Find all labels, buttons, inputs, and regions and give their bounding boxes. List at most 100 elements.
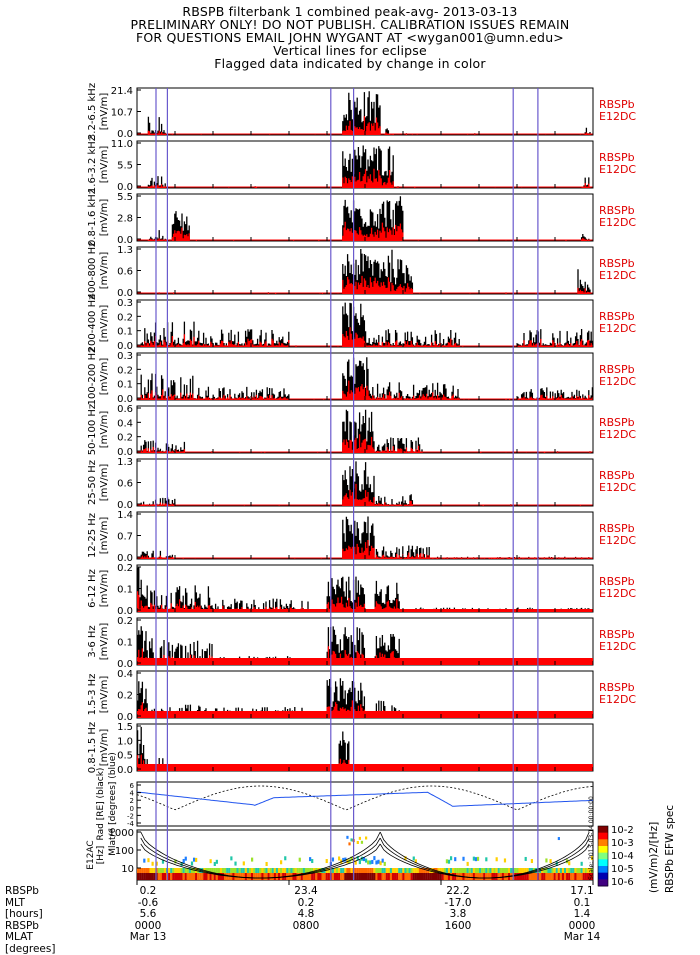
spec-cell [504, 868, 506, 873]
spec-cell [266, 873, 268, 880]
spec-cell [357, 873, 359, 880]
y-tick-label: 0.6 [117, 267, 133, 278]
spec-cell [332, 857, 334, 861]
spec-cell [375, 860, 377, 864]
spec-cell [224, 868, 226, 873]
spec-cell [230, 856, 232, 860]
spec-cell [369, 868, 371, 873]
spec-cell [365, 873, 367, 880]
spec-cell [477, 857, 479, 861]
spec-cell [419, 868, 421, 873]
spec-cell [181, 868, 183, 873]
spec-cell [164, 868, 166, 873]
spec-cell [417, 873, 419, 880]
spec-cell [448, 868, 450, 873]
spec-cell [272, 868, 274, 873]
y-tick-label: 1.0 [117, 736, 133, 747]
spec-side-label: RBSPb EFW spec [664, 805, 676, 893]
spec-cell [141, 868, 143, 873]
spec-cell [400, 868, 402, 873]
panel-0.8-1.5: 1.51.00.50.00.8-1.5 Hz[mV/m] [87, 722, 593, 776]
spec-cell [216, 860, 218, 864]
y-tick-label: 0.1 [117, 380, 133, 391]
panel-frame [137, 782, 593, 826]
spec-cell [556, 868, 558, 873]
spec-cell [313, 873, 315, 880]
spec-cell [583, 868, 585, 873]
y-tick-label: 10 [121, 864, 134, 875]
spec-cell [473, 873, 475, 880]
spec-cell [390, 873, 392, 880]
spec-cell [295, 873, 297, 880]
spec-cell [448, 860, 450, 864]
spec-cell [377, 860, 379, 864]
spec-cell [574, 873, 576, 880]
spec-cell [581, 868, 583, 873]
timestamp-stamp: Scale: 2013-03-14 00:00:00 [588, 796, 595, 880]
spec-cell [299, 858, 301, 862]
spec-cell [195, 858, 197, 862]
y-tick-label: 0.3 [117, 351, 133, 362]
spec-cell [371, 873, 373, 880]
colorbar-tick: 10-4 [611, 851, 634, 862]
y-tick-label: 0.0 [117, 765, 133, 776]
spec-cell [164, 873, 166, 880]
spec-cell [529, 873, 531, 880]
spec-cell [160, 873, 162, 880]
channel-label: E12DC [599, 428, 636, 441]
spec-cell [205, 873, 207, 880]
spec-cell [570, 868, 572, 873]
spec-cell [346, 873, 348, 880]
y-tick-label: 0.3 [117, 298, 133, 309]
spec-cell [409, 873, 411, 880]
spec-cell [350, 873, 352, 880]
spec-cell [386, 873, 388, 880]
y-tick-label: 0.2 [117, 563, 133, 574]
spec-cell [317, 873, 319, 880]
spec-cell [274, 868, 276, 873]
spec-cell [338, 856, 340, 860]
spec-cell [263, 868, 265, 873]
spec-cell [384, 868, 386, 873]
y-axis-label: 0.8-1.6 kHz [87, 189, 98, 246]
spec-cell [481, 873, 483, 880]
spec-cell [340, 873, 342, 880]
spec-cell [427, 873, 429, 880]
spec-cell [533, 873, 535, 880]
spec-cell [363, 868, 365, 873]
spec-cell [409, 868, 411, 873]
spec-cell [303, 868, 305, 873]
spec-cell [491, 873, 493, 880]
spec-cell [319, 873, 321, 880]
spec-cell [413, 856, 415, 860]
y-axis-label: 1.6-3.2 kHz [87, 136, 98, 193]
spec-cell [458, 868, 460, 873]
spec-cell [413, 868, 415, 873]
channel-label: E12DC [599, 163, 636, 176]
spec-cell [183, 868, 185, 873]
spec-cell [375, 868, 377, 873]
colorbar-segment [598, 846, 608, 853]
spec-cell [137, 868, 139, 873]
spec-cell [390, 868, 392, 873]
spec-cell [203, 873, 205, 880]
spec-cell [214, 862, 216, 866]
spec-cell [241, 868, 243, 873]
spec-cell [367, 860, 369, 864]
spec-cell [452, 868, 454, 873]
spec-cell [193, 858, 195, 862]
spec-cell [464, 868, 466, 873]
spec-cell [398, 873, 400, 880]
spec-cell [185, 857, 187, 861]
spec-cell [342, 873, 344, 880]
spec-cell [471, 868, 473, 873]
spec-cell [191, 861, 193, 865]
spec-cell [498, 868, 500, 873]
spec-cell [400, 873, 402, 880]
spec-cell [193, 873, 195, 880]
spec-cell [183, 873, 185, 880]
spec-cell [388, 868, 390, 873]
